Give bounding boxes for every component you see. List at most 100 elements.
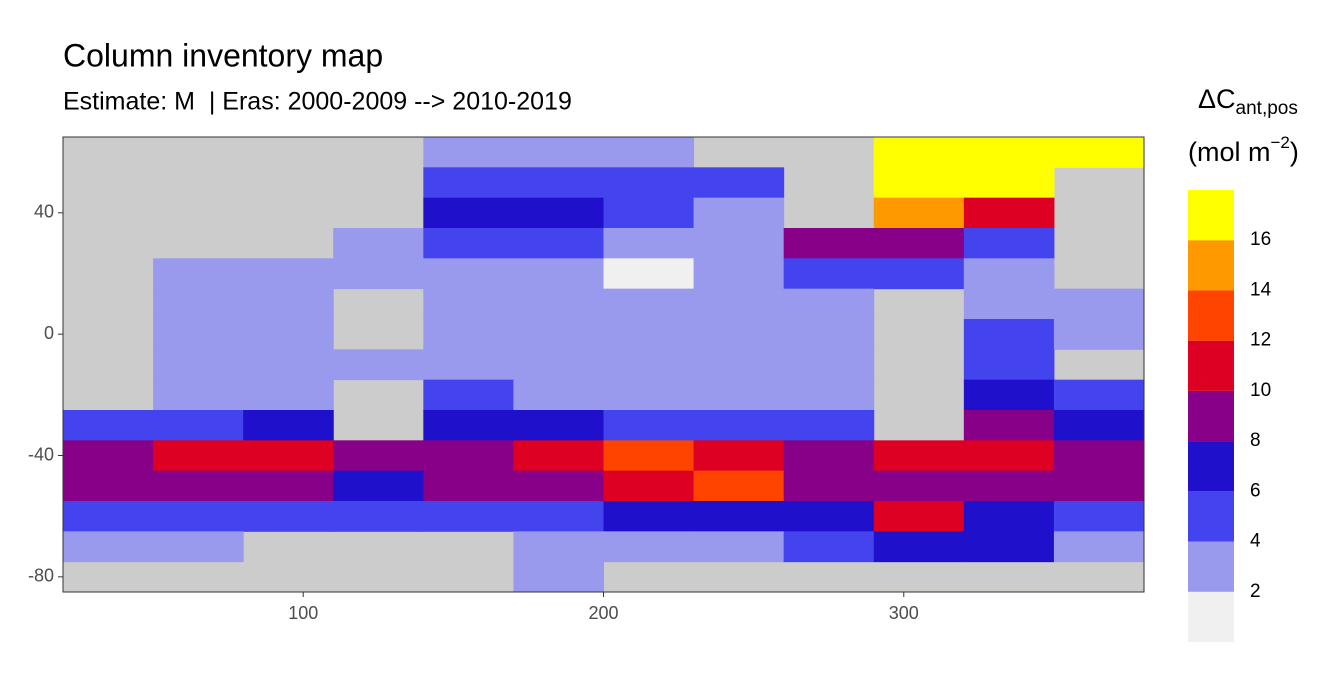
ocean-cell xyxy=(693,349,785,381)
ocean-cell xyxy=(333,258,424,290)
x-tick-label: 300 xyxy=(889,603,919,623)
ocean-cell xyxy=(423,167,514,199)
ocean-cell xyxy=(603,137,695,168)
ocean-cell xyxy=(1053,379,1144,411)
ocean-cell xyxy=(63,531,154,563)
ocean-cell xyxy=(693,228,785,259)
ocean-cell xyxy=(153,319,244,350)
legend-label: 16 xyxy=(1250,229,1271,250)
ocean-cell xyxy=(603,531,695,563)
legend-label: 12 xyxy=(1250,330,1271,351)
ocean-cell xyxy=(63,501,154,532)
ocean-cell xyxy=(603,440,695,472)
ocean-cell xyxy=(153,501,244,532)
legend-label: 10 xyxy=(1250,380,1271,401)
ocean-cell xyxy=(243,258,334,290)
ocean-cell xyxy=(783,288,875,320)
ocean-cell xyxy=(513,470,604,502)
ocean-cell xyxy=(333,228,424,259)
ocean-cell xyxy=(63,410,154,441)
ocean-cell xyxy=(963,258,1055,290)
ocean-cell xyxy=(963,197,1055,229)
ocean-cell xyxy=(963,319,1055,350)
ocean-cell xyxy=(873,167,965,199)
legend-units-sup: −2 xyxy=(1271,133,1290,152)
ocean-cell xyxy=(423,440,514,472)
ocean-cell xyxy=(1053,137,1144,168)
legend-units-close: ) xyxy=(1290,137,1299,167)
legend-key xyxy=(1188,190,1234,241)
ocean-cell xyxy=(333,501,424,532)
ocean-cell xyxy=(333,440,424,472)
legend-label: 6 xyxy=(1250,480,1261,501)
ocean-cell xyxy=(693,288,785,320)
y-tick-label: -40 xyxy=(28,444,54,464)
ocean-cell xyxy=(513,349,604,381)
ocean-cell xyxy=(873,440,965,472)
ocean-cell xyxy=(423,228,514,259)
ocean-cell xyxy=(1053,440,1144,472)
ocean-cell xyxy=(783,470,875,502)
ocean-cell xyxy=(783,531,875,563)
ocean-cell xyxy=(963,228,1055,259)
ocean-cell xyxy=(693,531,785,563)
ocean-cell xyxy=(513,410,604,441)
ocean-cell xyxy=(423,197,514,229)
ocean-cell xyxy=(513,197,604,229)
ocean-cell xyxy=(243,501,334,532)
ocean-cell xyxy=(603,258,695,290)
ocean-cell xyxy=(693,470,785,502)
legend-title: ΔCant,pos xyxy=(1198,84,1298,119)
ocean-cell xyxy=(783,349,875,381)
ocean-cell xyxy=(153,470,244,502)
ocean-cell xyxy=(873,470,965,502)
ocean-cell xyxy=(153,349,244,381)
ocean-cell xyxy=(1053,501,1144,532)
ocean-cell xyxy=(243,440,334,472)
ocean-cell xyxy=(963,531,1055,563)
ocean-cell xyxy=(1053,288,1144,320)
legend-title-sub: ant,pos xyxy=(1236,98,1298,119)
ocean-cell xyxy=(423,288,514,320)
ocean-cell xyxy=(783,319,875,350)
ocean-cell xyxy=(333,349,424,381)
legend-key xyxy=(1188,240,1234,291)
legend-key xyxy=(1188,340,1234,391)
ocean-cell xyxy=(243,288,334,320)
ocean-cell xyxy=(513,319,604,350)
ocean-cell xyxy=(963,379,1055,411)
ocean-cell xyxy=(423,137,514,168)
ocean-cell xyxy=(783,501,875,532)
legend-key xyxy=(1188,290,1234,341)
ocean-cell xyxy=(513,258,604,290)
legend-label: 8 xyxy=(1250,430,1261,451)
ocean-cell xyxy=(513,440,604,472)
ocean-cell xyxy=(783,440,875,472)
ocean-cell xyxy=(513,167,604,199)
ocean-cell xyxy=(963,440,1055,472)
ocean-cell xyxy=(63,470,154,502)
x-tick-label: 200 xyxy=(588,603,618,623)
legend-key xyxy=(1188,591,1234,642)
ocean-cell xyxy=(693,410,785,441)
ocean-cell xyxy=(783,228,875,259)
ocean-cell xyxy=(693,197,785,229)
ocean-cell xyxy=(783,258,875,290)
ocean-cell xyxy=(153,288,244,320)
ocean-cell xyxy=(423,258,514,290)
ocean-cell xyxy=(423,379,514,411)
ocean-cell xyxy=(873,228,965,259)
ocean-cell xyxy=(153,379,244,411)
ocean-cell xyxy=(873,531,965,563)
ocean-cell xyxy=(963,288,1055,320)
ocean-cell xyxy=(513,288,604,320)
ocean-cell xyxy=(783,410,875,441)
ocean-cell xyxy=(1053,319,1144,350)
ocean-cell xyxy=(603,349,695,381)
legend-units-text: (mol m xyxy=(1188,137,1271,167)
ocean-cell xyxy=(423,470,514,502)
ocean-cell xyxy=(153,440,244,472)
y-tick-label: 40 xyxy=(34,202,54,222)
y-tick-label: 0 xyxy=(44,323,54,343)
ocean-cell xyxy=(693,440,785,472)
